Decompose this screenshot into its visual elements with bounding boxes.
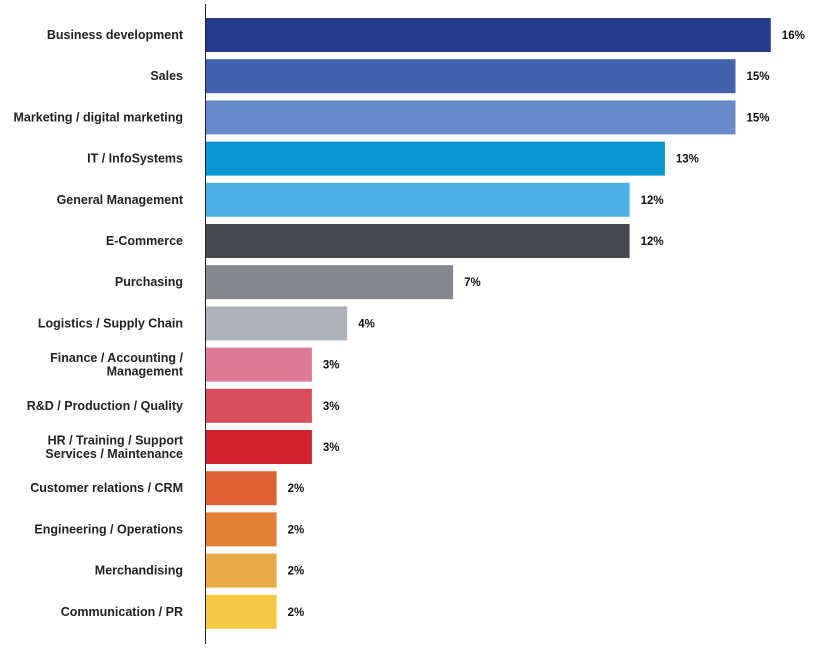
value-label: 7% (464, 277, 481, 289)
category-label: Engineering / Operations (34, 522, 183, 536)
value-label: 2% (288, 483, 305, 495)
bar (206, 18, 771, 52)
value-label: 3% (323, 401, 340, 413)
bar (206, 512, 277, 547)
bar (206, 306, 348, 341)
value-labels-group: 16% 15% 15% 13% 12% 12% 7% 4% 3% 3% 3% 2% 2% 2% 2% (288, 30, 805, 619)
bar (206, 347, 312, 382)
bar (206, 388, 312, 423)
category-label: Customer relations / CRM (30, 481, 183, 495)
value-label: 2% (288, 566, 305, 578)
bar (206, 553, 277, 588)
category-label: General Management (57, 193, 184, 207)
category-label: Merchandising (95, 564, 183, 578)
value-label: 15% (747, 112, 770, 124)
category-label: R&D / Production / Quality (27, 399, 183, 413)
category-label: Purchasing (115, 275, 183, 289)
value-label: 3% (323, 360, 340, 372)
category-label: Business development (47, 28, 184, 42)
value-label: 2% (288, 607, 305, 619)
bar (206, 594, 277, 629)
bar (206, 59, 736, 94)
value-label: 12% (641, 236, 664, 248)
category-labels-group: Business development Sales Marketing / dig… (14, 28, 184, 619)
category-label: Logistics / Supply Chain (38, 316, 183, 330)
category-label: Finance / Accounting / Management (50, 351, 184, 379)
category-label: IT / InfoSystems (87, 152, 183, 166)
category-label: Communication / PR (61, 605, 183, 619)
bar (206, 265, 454, 300)
bar (206, 100, 736, 135)
bar (206, 182, 630, 217)
value-label: 2% (288, 524, 305, 536)
bar (206, 471, 277, 506)
value-label: 15% (747, 71, 770, 83)
value-label: 3% (323, 442, 340, 454)
bar (206, 224, 630, 258)
category-label: HR / Training / Support Services / Mainte… (45, 433, 183, 461)
value-label: 12% (641, 195, 664, 207)
category-label: Sales (150, 69, 183, 83)
category-label: E-Commerce (106, 234, 183, 248)
bars-group (206, 18, 771, 629)
bar (206, 430, 312, 464)
value-label: 13% (676, 154, 699, 166)
value-label: 16% (782, 30, 805, 42)
category-label: Marketing / digital marketing (14, 110, 183, 124)
value-label: 4% (358, 318, 375, 330)
bar (206, 141, 665, 176)
